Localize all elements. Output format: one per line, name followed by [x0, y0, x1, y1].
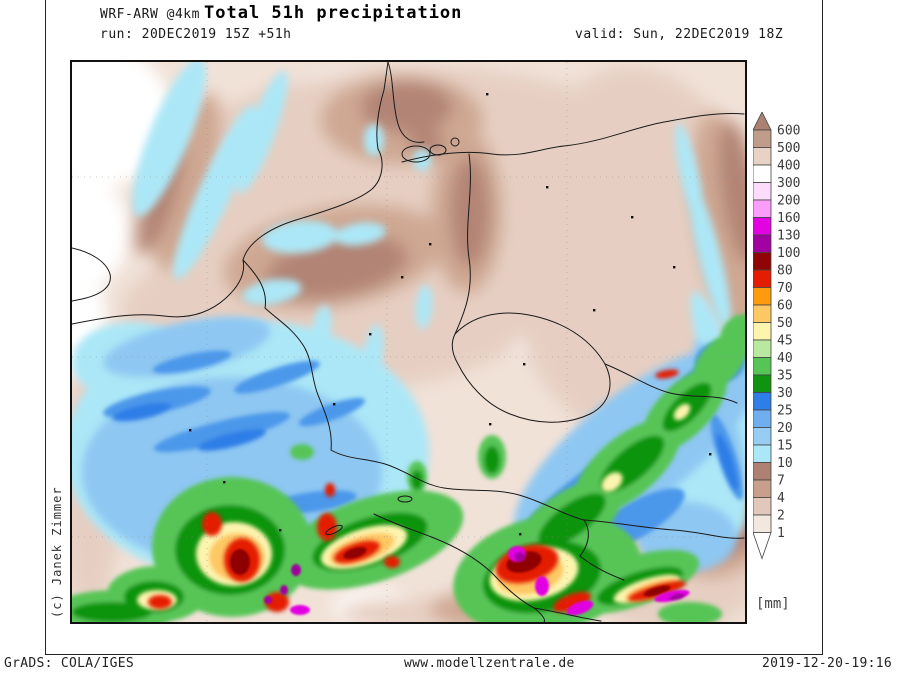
legend-tick-label: 45 [777, 334, 793, 349]
legend-tick-label: 40 [777, 351, 793, 366]
model-label: WRF-ARW @4km [100, 7, 200, 22]
legend-box [752, 357, 772, 376]
legend-box [752, 462, 772, 481]
legend-tick-label: 2 [777, 509, 785, 524]
legend-box [752, 164, 772, 183]
colorbar-legend: 600 500 400 300 200 160 130 100 80 70 60 50 45 40 35 30… [752, 111, 828, 562]
legend-tick-label: 70 [777, 281, 793, 296]
legend-up-arrow-icon [752, 111, 772, 131]
legend-tick-label: 300 [777, 176, 800, 191]
legend-box [752, 199, 772, 218]
legend-tick-label: 130 [777, 229, 800, 244]
legend-tick-label: 60 [777, 299, 793, 314]
legend-box [752, 322, 772, 341]
legend-tick-label: 160 [777, 211, 800, 226]
legend-box [752, 444, 772, 463]
grads-credit: GrADS: COLA/IGES [4, 656, 135, 671]
valid-label: valid: Sun, 22DEC2019 18Z [575, 27, 784, 42]
plot-frame [45, 0, 823, 655]
legend-box [752, 147, 772, 166]
legend-box [752, 304, 772, 323]
legend-box [752, 409, 772, 428]
legend-tick-label: 80 [777, 264, 793, 279]
country-borders [72, 62, 745, 622]
graticule-lines [72, 62, 745, 622]
copyright-label: (c) Janek Zimmer [50, 486, 64, 618]
legend-box [752, 234, 772, 253]
legend-tick-label: 1 [777, 526, 785, 541]
legend-box [752, 269, 772, 288]
legend-tick-label: 30 [777, 386, 793, 401]
website-label: www.modellzentrale.de [404, 656, 575, 671]
legend-tick-label: 100 [777, 246, 800, 261]
legend-box [752, 514, 772, 533]
legend-tick-label: 4 [777, 491, 785, 506]
page-title: Total 51h precipitation [204, 3, 463, 23]
legend-tick-label: 10 [777, 456, 793, 471]
legend-box [752, 479, 772, 498]
legend-box [752, 339, 772, 358]
precipitation-field-magentas [264, 546, 690, 616]
legend-down-arrow-icon [752, 532, 772, 560]
unit-label: [mm] [756, 596, 790, 612]
legend-tick-label: 25 [777, 404, 793, 419]
map-canvas [72, 62, 745, 622]
legend-tick-label: 20 [777, 421, 793, 436]
legend-box [752, 182, 772, 201]
legend-tick-label: 600 [777, 124, 800, 139]
legend-box [752, 287, 772, 306]
legend-box [752, 374, 772, 393]
legend-tick-label: 35 [777, 369, 793, 384]
colorbar-svg: 600 500 400 300 200 160 130 100 80 70 60 50 45 40 35 30… [752, 111, 800, 560]
legend-tick-label: 200 [777, 194, 800, 209]
legend-tick-label: 500 [777, 141, 800, 156]
legend-box [752, 217, 772, 236]
station-dots [189, 93, 712, 536]
legend-box [752, 497, 772, 516]
legend-tick-label: 7 [777, 474, 785, 489]
legend-box [752, 129, 772, 148]
timestamp-label: 2019-12-20-19:16 [761, 656, 892, 671]
run-label: run: 20DEC2019 15Z +51h [100, 27, 292, 42]
legend-box [752, 427, 772, 446]
legend-tick-label: 15 [777, 439, 793, 454]
precipitation-map [70, 60, 747, 624]
legend-tick-label: 400 [777, 159, 800, 174]
legend-box [752, 252, 772, 271]
legend-tick-label: 50 [777, 316, 793, 331]
legend-box [752, 392, 772, 411]
